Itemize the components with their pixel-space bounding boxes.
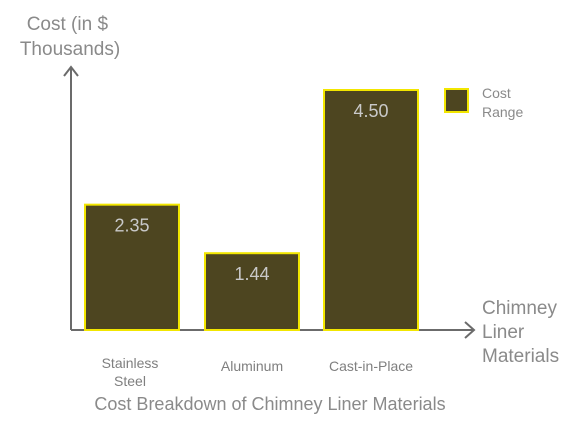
legend-label-line2: Range (482, 104, 523, 120)
y-axis-label: Cost (in $ Thousands) (20, 14, 120, 60)
x-axis-arrow (464, 321, 476, 339)
category-label: Aluminum (221, 358, 283, 374)
chart-title: Cost Breakdown of Chimney Liner Material… (94, 394, 445, 414)
x-axis-label-line2: Liner (482, 322, 525, 343)
bars-group: 2.35 Stainless Steel 1.44 Aluminum 4.50 Cast-i… (84, 89, 419, 389)
bar-cast-in-place (323, 89, 419, 331)
bar-value-label: 1.44 (234, 264, 269, 284)
bar-aluminum (204, 252, 300, 331)
category-label-line: Stainless (102, 355, 159, 371)
category-label: Stainless Steel (102, 355, 159, 389)
x-axis-label-line1: Chimney (482, 298, 557, 319)
bar-stainless-steel (84, 203, 180, 332)
category-label: Cast-in-Place (329, 358, 413, 374)
legend-label: Cost Range (482, 85, 523, 120)
x-axis-label: Chimney Liner Materials (482, 298, 562, 367)
bar-value-label: 4.50 (353, 101, 388, 121)
y-axis-label-line1: Cost (in $ (27, 14, 109, 35)
category-label-line: Steel (114, 373, 146, 389)
legend-label-line1: Cost (482, 85, 511, 101)
legend-swatch (444, 88, 469, 113)
x-axis-label-line3: Materials (482, 346, 559, 367)
y-axis-arrow (63, 65, 79, 77)
y-axis-label-line2: Thousands) (20, 39, 120, 60)
bar-value-label: 2.35 (114, 216, 149, 236)
